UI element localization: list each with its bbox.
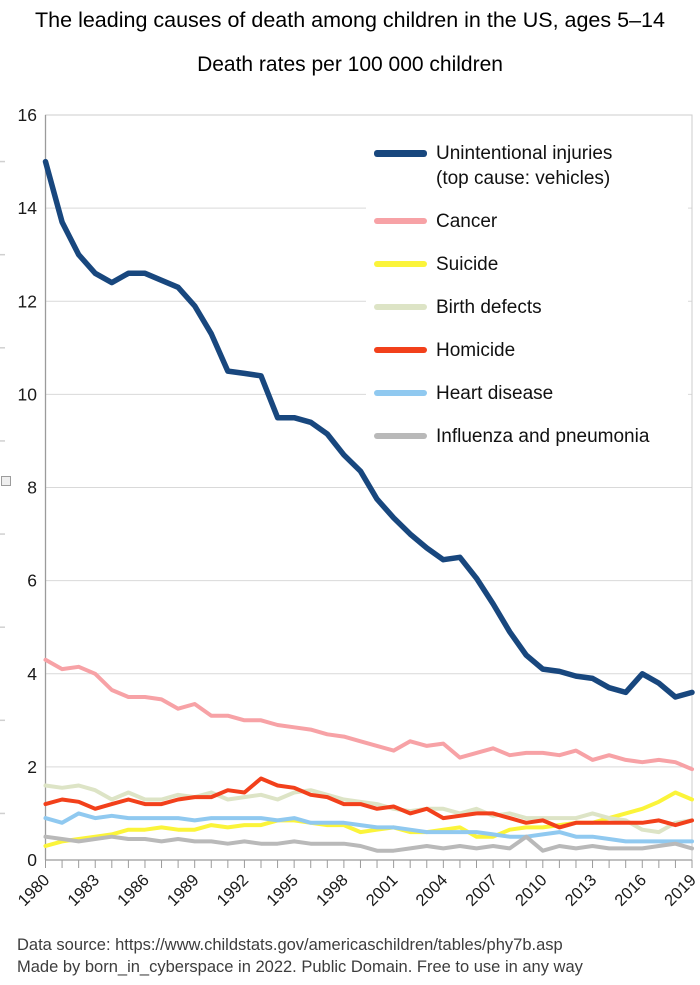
x-axis-label: 2004 bbox=[412, 871, 451, 910]
y-axis-label: 12 bbox=[18, 291, 37, 311]
attribution-text: Made by born_in_cyberspace in 2022. Publ… bbox=[17, 958, 583, 976]
legend-swatch-birth-defects bbox=[374, 304, 427, 310]
legend-item-birth-defects: Birth defects bbox=[374, 295, 688, 320]
x-axis-label: 1992 bbox=[214, 871, 253, 910]
legend-swatch-cancer bbox=[374, 218, 427, 224]
x-axis-label: 1998 bbox=[313, 871, 352, 910]
y-axis-label: 4 bbox=[27, 664, 37, 684]
series-line-cancer bbox=[43, 657, 694, 772]
legend-label-homicide: Homicide bbox=[436, 340, 516, 361]
chart-subtitle: Death rates per 100 000 children bbox=[197, 53, 503, 76]
legend-label-heart-disease: Heart disease bbox=[436, 383, 554, 404]
legend-swatch-suicide bbox=[374, 261, 427, 267]
x-axis-label: 2001 bbox=[363, 871, 402, 910]
series-line-heart-disease bbox=[43, 811, 694, 844]
legend-label-unintentional-injuries: Unintentional injuries (top cause: vehicl… bbox=[436, 143, 613, 189]
legend-item-homicide: Homicide bbox=[374, 338, 688, 363]
y-axis-label: 14 bbox=[18, 198, 38, 218]
legend-item-cancer: Cancer bbox=[374, 209, 688, 234]
x-axis-label: 1986 bbox=[114, 871, 153, 910]
series-line-unintentional-injuries bbox=[42, 158, 695, 700]
legend-swatch-influenza-and-pneumonia bbox=[374, 433, 427, 439]
x-axis-label: 2010 bbox=[512, 871, 551, 910]
chart-title: The leading causes of death among childr… bbox=[35, 8, 665, 32]
y-axis-label: 10 bbox=[18, 384, 38, 404]
x-axis-label: 2016 bbox=[611, 871, 650, 910]
legend-label-birth-defects: Birth defects bbox=[436, 297, 542, 318]
x-axis-label: 2019 bbox=[661, 871, 700, 910]
legend-item-unintentional-injuries: Unintentional injuries (top cause: vehicl… bbox=[374, 141, 688, 191]
legend-swatch-heart-disease bbox=[374, 390, 427, 396]
y-axis-label: 8 bbox=[27, 478, 37, 498]
legend-item-heart-disease: Heart disease bbox=[374, 381, 688, 406]
legend-swatch-unintentional-injuries bbox=[374, 150, 427, 157]
legend-label-suicide: Suicide bbox=[436, 254, 499, 275]
x-axis-label: 1983 bbox=[64, 871, 103, 910]
x-axis-label: 1980 bbox=[15, 871, 54, 910]
legend-item-suicide: Suicide bbox=[374, 252, 688, 277]
x-axis-label: 2013 bbox=[562, 871, 601, 910]
chart-legend: Unintentional injuries (top cause: vehicl… bbox=[366, 139, 688, 453]
screenshot-artifact-square bbox=[1, 476, 11, 486]
y-axis-label: 2 bbox=[27, 757, 37, 777]
legend-item-influenza-and-pneumonia: Influenza and pneumonia bbox=[374, 424, 688, 449]
legend-label-influenza-and-pneumonia: Influenza and pneumonia bbox=[436, 426, 650, 447]
series-line-homicide bbox=[43, 776, 694, 830]
x-axis-label: 1995 bbox=[263, 871, 302, 910]
legend-swatch-homicide bbox=[374, 347, 427, 353]
y-axis-label: 6 bbox=[27, 571, 37, 591]
y-axis-label: 0 bbox=[27, 850, 37, 870]
legend-label-cancer: Cancer bbox=[436, 211, 498, 232]
y-axis-label: 16 bbox=[18, 105, 37, 125]
x-axis-label: 2007 bbox=[462, 871, 501, 910]
series-line-birth-defects bbox=[43, 783, 694, 835]
x-axis-label: 1989 bbox=[164, 871, 203, 910]
data-source-text: Data source: https://www.childstats.gov/… bbox=[17, 936, 563, 954]
series-line-influenza-and-pneumonia bbox=[43, 834, 694, 853]
